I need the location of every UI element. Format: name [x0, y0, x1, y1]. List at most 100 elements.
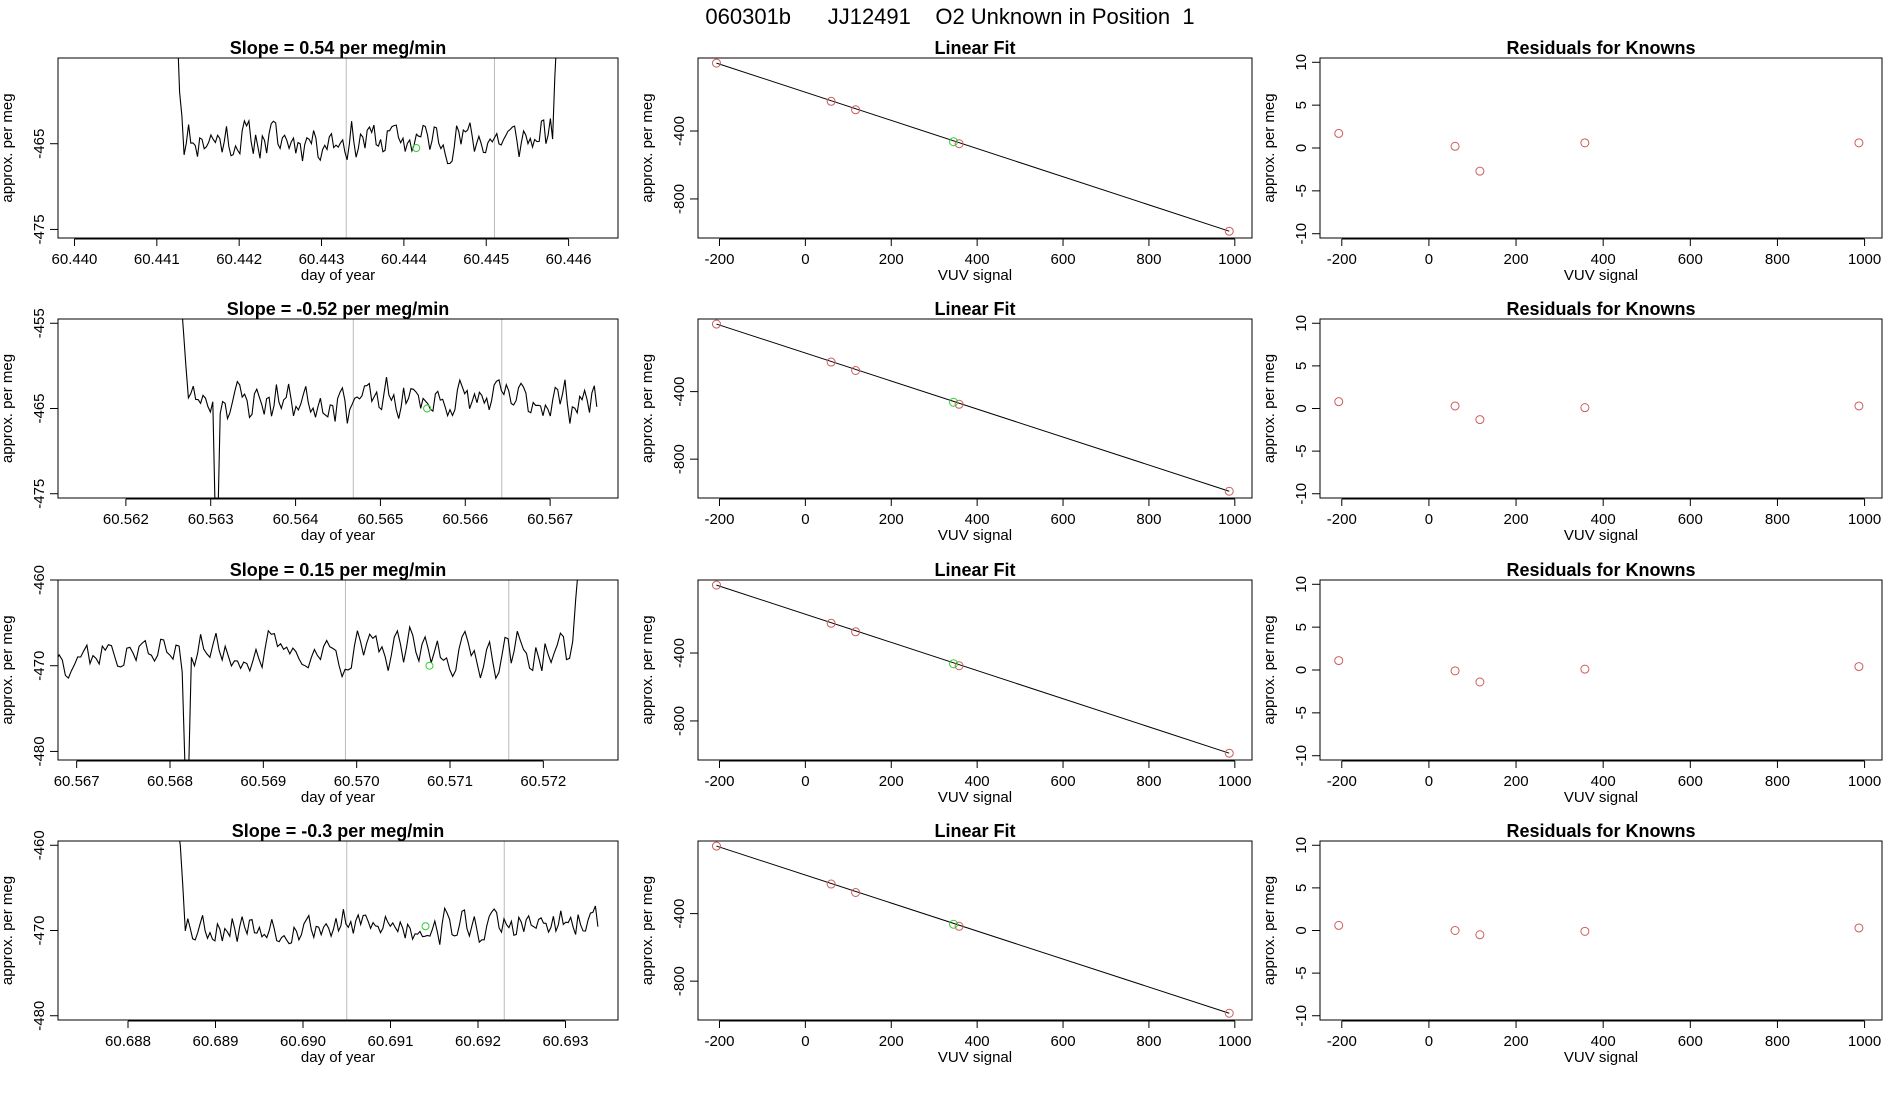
x-tick-label: 60.446	[546, 251, 592, 268]
y-axis-label: approx. per meg	[1261, 615, 1278, 724]
x-tick-label: 200	[879, 773, 904, 790]
plot-area	[1334, 656, 1864, 687]
x-tick-label: 400	[965, 251, 990, 268]
x-tick-label: 1000	[1218, 251, 1251, 268]
page-title: 060301b JJ12491 O2 Unknown in Position 1	[705, 4, 1195, 29]
panel: Linear Fit -200 0 200 400 600 800 1000 VUV signa…	[639, 560, 1253, 806]
x-tick-label: 400	[1591, 1033, 1616, 1050]
known-point	[1450, 401, 1460, 411]
x-tick-label: 600	[1678, 251, 1703, 268]
y-axis-label: approx. per meg	[639, 354, 656, 463]
x-tick-label: 200	[1504, 1033, 1529, 1050]
plot-area	[58, 580, 578, 760]
panel-title: Slope = -0.52 per meg/min	[227, 299, 450, 319]
known-point	[1580, 664, 1590, 674]
x-tick-label: -200	[704, 773, 734, 790]
y-axis-label: approx. per meg	[1261, 354, 1278, 463]
x-tick-label: 1000	[1218, 511, 1251, 528]
plot-frame	[697, 840, 1253, 1021]
series-line	[182, 319, 598, 498]
x-tick-label: 60.564	[273, 511, 319, 528]
plot-area	[1334, 128, 1864, 176]
panel: Linear Fit -200 0 200 400 600 800 1000 VUV signa…	[639, 821, 1253, 1066]
x-tick-label: 400	[1591, 773, 1616, 790]
panel: Slope = -0.3 per meg/min 60.688 60.689 60.6…	[0, 821, 619, 1066]
x-tick-label: 600	[1678, 1033, 1703, 1050]
y-tick-label: 10	[1293, 54, 1310, 71]
known-point	[1580, 926, 1590, 936]
x-tick-label: 400	[1591, 251, 1616, 268]
unknown-point	[421, 922, 430, 931]
x-tick-label: -200	[704, 251, 734, 268]
y-tick-label: -460	[31, 830, 48, 860]
panel-title: Residuals for Knowns	[1506, 299, 1695, 319]
plot-frame	[57, 318, 619, 499]
known-point	[1224, 486, 1234, 496]
unknown-point	[949, 137, 959, 147]
x-tick-label: 600	[1051, 773, 1076, 790]
y-axis-label: approx. per meg	[639, 615, 656, 724]
y-tick-label: -5	[1293, 706, 1310, 719]
y-tick-label: -470	[31, 915, 48, 945]
x-tick-label: 60.441	[134, 251, 180, 268]
y-tick-label: 10	[1293, 315, 1310, 332]
series-line	[177, 58, 557, 165]
plot-area	[711, 841, 1234, 1018]
known-point	[1334, 656, 1344, 666]
known-point	[851, 627, 861, 637]
known-point	[1450, 926, 1460, 935]
y-tick-label: 5	[1293, 101, 1310, 109]
plot-area	[182, 319, 598, 498]
y-tick-label: -5	[1293, 444, 1310, 457]
plot-frame	[1319, 57, 1883, 239]
known-point	[1334, 920, 1344, 930]
x-tick-label: 60.444	[381, 251, 427, 268]
fit-line	[716, 62, 1230, 232]
y-tick-label: -400	[671, 899, 688, 929]
x-axis-label: VUV signal	[1564, 1049, 1638, 1066]
panel-title: Slope = 0.15 per meg/min	[230, 560, 447, 580]
x-tick-label: 60.443	[299, 251, 345, 268]
unknown-point	[425, 661, 434, 670]
x-tick-label: 0	[1425, 1033, 1433, 1050]
x-tick-label: 800	[1136, 251, 1161, 268]
y-tick-label: -10	[1293, 483, 1310, 505]
known-point	[954, 399, 964, 409]
x-tick-label: 60.692	[455, 1033, 501, 1050]
y-tick-label: -800	[671, 444, 688, 474]
y-tick-label: -470	[31, 651, 48, 681]
y-tick-label: -800	[671, 184, 688, 214]
y-tick-label: -10	[1293, 745, 1310, 767]
y-tick-label: 0	[1293, 926, 1310, 934]
panel-title: Slope = -0.3 per meg/min	[232, 821, 445, 841]
y-tick-label: -400	[671, 377, 688, 407]
unknown-point	[949, 919, 959, 929]
panel: Linear Fit -200 0 200 400 600 800 1000 VUV signa…	[639, 38, 1253, 284]
x-tick-label: 1000	[1848, 511, 1881, 528]
x-tick-label: 400	[965, 1033, 990, 1050]
x-tick-label: 200	[879, 511, 904, 528]
y-tick-label: 0	[1293, 404, 1310, 412]
known-point	[711, 319, 721, 329]
known-point	[851, 366, 861, 376]
x-tick-label: 0	[1425, 511, 1433, 528]
x-tick-label: 200	[1504, 773, 1529, 790]
known-point	[954, 921, 964, 931]
x-tick-label: 800	[1765, 1033, 1790, 1050]
panel: Slope = 0.15 per meg/min 60.567 60.568 60.5…	[0, 560, 619, 806]
plot-area	[1334, 920, 1864, 940]
x-axis-label: day of year	[301, 267, 375, 284]
x-tick-label: 0	[801, 773, 809, 790]
x-tick-label: 0	[1425, 773, 1433, 790]
x-tick-label: -200	[1327, 773, 1357, 790]
x-tick-label: 0	[801, 511, 809, 528]
x-tick-label: 800	[1765, 251, 1790, 268]
x-tick-label: -200	[704, 511, 734, 528]
x-tick-label: -200	[1327, 1033, 1357, 1050]
x-tick-label: 800	[1765, 511, 1790, 528]
panel: Slope = 0.54 per meg/min 60.440 60.441 60.4…	[0, 38, 619, 284]
x-tick-label: 0	[801, 1033, 809, 1050]
plot-frame	[57, 579, 619, 761]
panel-title: Linear Fit	[934, 560, 1015, 580]
